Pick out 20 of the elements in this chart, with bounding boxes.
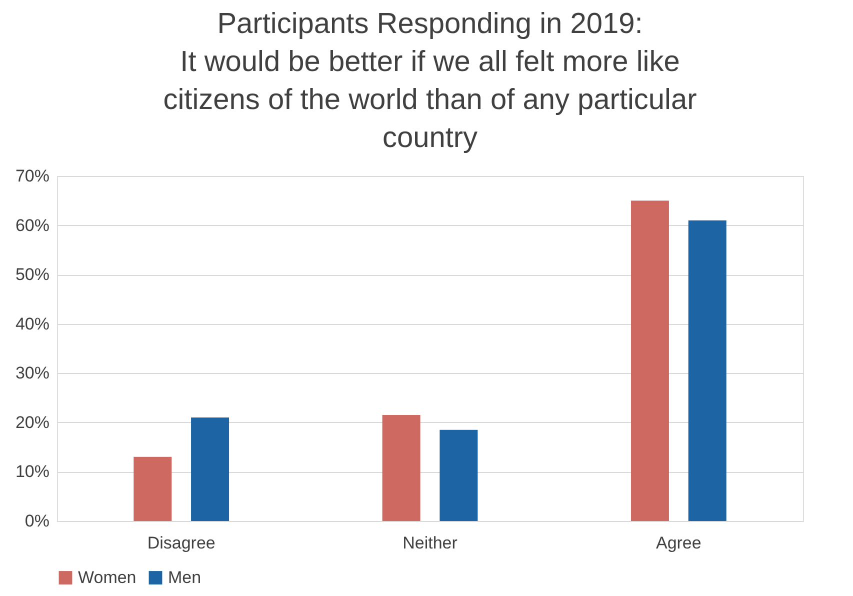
x-tick-label: Disagree [147, 534, 216, 552]
y-tick-label: 40% [15, 314, 50, 334]
y-tick-label: 20% [15, 412, 50, 432]
y-tick-label: 70% [15, 166, 50, 186]
bar [688, 220, 726, 521]
chart-title: Participants Responding in 2019: It would be better if we all felt more like citizens of the world than of any particular country [163, 8, 698, 154]
y-tick-label: 30% [15, 364, 50, 383]
bar [382, 415, 420, 521]
y-tick-label: 50% [15, 265, 50, 284]
y-tick-label: 10% [15, 462, 50, 482]
x-tick-label: Neither [402, 534, 458, 552]
y-tick-label: 60% [15, 216, 50, 235]
legend-label: Men [168, 568, 202, 587]
x-tick-label: Agree [656, 534, 702, 552]
y-tick-label: 0% [24, 512, 50, 530]
bar [134, 456, 172, 521]
bar [440, 430, 478, 521]
legend-label: Women [78, 568, 136, 587]
bar [191, 418, 230, 521]
bar [630, 200, 669, 521]
